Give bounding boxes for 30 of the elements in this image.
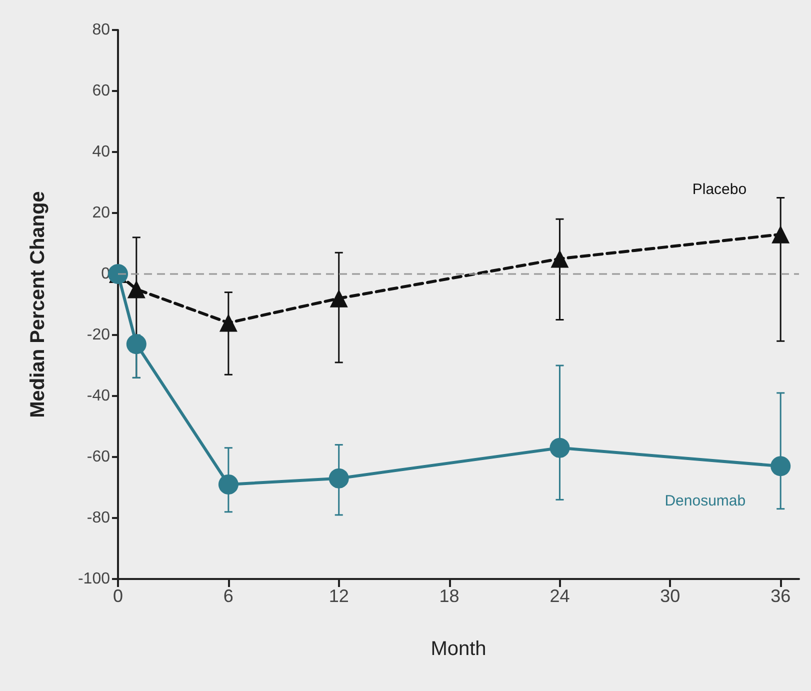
point: [127, 280, 146, 298]
point: [219, 314, 238, 332]
y-tick-label: -40: [86, 388, 110, 404]
x-tick-label: 18: [439, 586, 460, 606]
x-axis-title: Month: [430, 638, 486, 660]
point: [550, 438, 570, 458]
x-tick-label: 0: [112, 586, 124, 606]
text: Placebo: [692, 180, 747, 198]
point: [772, 225, 790, 244]
y-tick-label: -20: [86, 326, 110, 344]
x-tick-label: 30: [660, 586, 680, 606]
point: [218, 474, 238, 494]
x-tick-label: 6: [223, 586, 234, 606]
point: [126, 334, 146, 354]
y-tick-label: 40: [92, 144, 110, 160]
x-tick-label: 24: [550, 586, 570, 606]
y-tick-label: -80: [86, 510, 110, 526]
point: [770, 456, 791, 476]
point: [328, 468, 349, 488]
y-tick-label: -60: [86, 448, 110, 466]
y-tick-label: 80: [92, 22, 110, 38]
y-tick-label: 20: [92, 204, 110, 222]
point: [330, 289, 348, 308]
y-tick-label: -100: [78, 570, 110, 588]
y-tick-label: 60: [92, 82, 110, 100]
x-tick-label: 12: [328, 586, 349, 606]
point: [550, 250, 569, 268]
series-label: Denosumab: [664, 492, 746, 510]
y-axis-title: Median Percent Change: [27, 191, 49, 418]
x-tick-label: 36: [770, 586, 791, 606]
